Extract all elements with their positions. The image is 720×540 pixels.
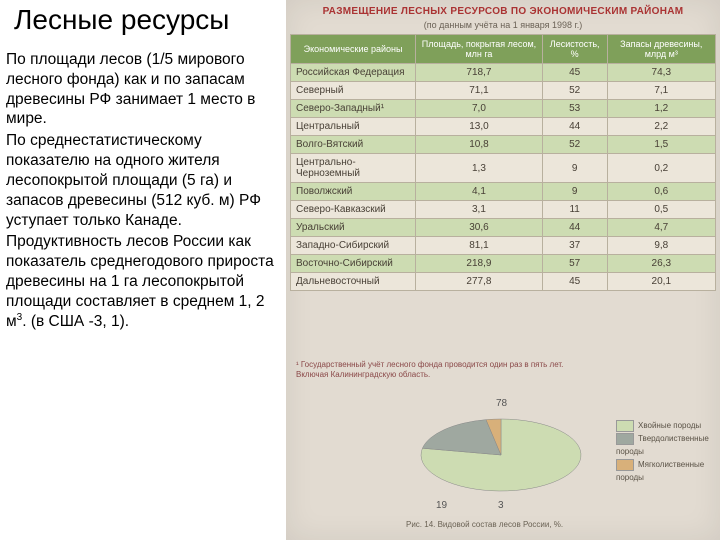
table-row: Поволжский4,190,6 xyxy=(291,183,716,201)
table-cell: Западно-Сибирский xyxy=(291,237,416,255)
table-row: Северо-Западный¹7,0531,2 xyxy=(291,100,716,118)
table-row: Дальневосточный277,84520,1 xyxy=(291,273,716,291)
pie-label-19: 19 xyxy=(436,500,447,511)
table-cell: 1,5 xyxy=(607,136,715,154)
table-cell: Российская Федерация xyxy=(291,64,416,82)
table-header-row: Экономические районы Площадь, покрытая л… xyxy=(291,35,716,64)
table-cell: 44 xyxy=(542,219,607,237)
table-cell: 81,1 xyxy=(416,237,543,255)
pie-chart: 78 19 3 xyxy=(406,400,596,520)
table-cell: 53 xyxy=(542,100,607,118)
legend-swatch xyxy=(616,420,634,432)
table-cell: 52 xyxy=(542,82,607,100)
legend-item: Твердолиственные породы xyxy=(616,433,720,459)
scanned-page: РАЗМЕЩЕНИЕ ЛЕСНЫХ РЕСУРСОВ ПО ЭКОНОМИЧЕС… xyxy=(286,0,720,540)
table-cell: 3,1 xyxy=(416,201,543,219)
p3-text-b: . (в США -3, 1). xyxy=(22,313,129,330)
table-cell: 277,8 xyxy=(416,273,543,291)
table-cell: 7,0 xyxy=(416,100,543,118)
legend-swatch xyxy=(616,433,634,445)
table-cell: 11 xyxy=(542,201,607,219)
table-row: Волго-Вятский10,8521,5 xyxy=(291,136,716,154)
legend-swatch xyxy=(616,459,634,471)
th-reserves: Запасы древесины, млрд м³ xyxy=(607,35,715,64)
table-row: Центрально-Черноземный1,390,2 xyxy=(291,154,716,183)
pie-caption: Рис. 14. Видовой состав лесов России, %. xyxy=(406,520,563,529)
table-cell: Восточно-Сибирский xyxy=(291,255,416,273)
paragraph-3: Продуктивность лесов России как показате… xyxy=(6,232,286,331)
legend-item: Мягколиственные породы xyxy=(616,459,720,485)
table-cell: 20,1 xyxy=(607,273,715,291)
table-footnote: ¹ Государственный учёт лесного фонда про… xyxy=(296,360,706,379)
th-region: Экономические районы xyxy=(291,35,416,64)
table-cell: 1,3 xyxy=(416,154,543,183)
table-cell: 30,6 xyxy=(416,219,543,237)
table-cell: 37 xyxy=(542,237,607,255)
table-cell: 45 xyxy=(542,64,607,82)
pie-label-3: 3 xyxy=(498,500,504,511)
table-row: Уральский30,6444,7 xyxy=(291,219,716,237)
paragraph-2: По среднестатистическому показателю на о… xyxy=(6,131,286,230)
table-row: Северный71,1527,1 xyxy=(291,82,716,100)
table-cell: 0,5 xyxy=(607,201,715,219)
table-title: РАЗМЕЩЕНИЕ ЛЕСНЫХ РЕСУРСОВ ПО ЭКОНОМИЧЕС… xyxy=(286,6,720,17)
table-cell: 0,6 xyxy=(607,183,715,201)
body-text: По площади лесов (1/5 мирового лесного ф… xyxy=(6,50,286,334)
pie-legend: Хвойные породы Твердолиственные породыМяг… xyxy=(616,420,720,484)
table-cell: Уральский xyxy=(291,219,416,237)
table-cell: 52 xyxy=(542,136,607,154)
pie-label-78: 78 xyxy=(496,398,507,409)
resources-table: Экономические районы Площадь, покрытая л… xyxy=(290,34,716,291)
table-cell: Поволжский xyxy=(291,183,416,201)
table-cell: 9 xyxy=(542,154,607,183)
table-cell: 1,2 xyxy=(607,100,715,118)
table-cell: Дальневосточный xyxy=(291,273,416,291)
table-cell: Центрально-Черноземный xyxy=(291,154,416,183)
table-cell: 7,1 xyxy=(607,82,715,100)
slide: Лесные ресурсы По площади лесов (1/5 мир… xyxy=(0,0,720,540)
table-cell: 9 xyxy=(542,183,607,201)
table-cell: 10,8 xyxy=(416,136,543,154)
table-cell: 44 xyxy=(542,118,607,136)
th-area: Площадь, покрытая лесом, млн га xyxy=(416,35,543,64)
table-cell: 2,2 xyxy=(607,118,715,136)
table-cell: 718,7 xyxy=(416,64,543,82)
table-cell: 4,7 xyxy=(607,219,715,237)
table-cell: 57 xyxy=(542,255,607,273)
table-cell: 218,9 xyxy=(416,255,543,273)
table-cell: 4,1 xyxy=(416,183,543,201)
table-cell: Волго-Вятский xyxy=(291,136,416,154)
table-cell: 0,2 xyxy=(607,154,715,183)
table-cell: 74,3 xyxy=(607,64,715,82)
legend-label: Хвойные породы xyxy=(638,421,701,430)
table-cell: Северо-Западный¹ xyxy=(291,100,416,118)
table-cell: Центральный xyxy=(291,118,416,136)
table-row: Центральный13,0442,2 xyxy=(291,118,716,136)
table-cell: 45 xyxy=(542,273,607,291)
paragraph-1: По площади лесов (1/5 мирового лесного ф… xyxy=(6,50,286,129)
table-cell: Северо-Кавказский xyxy=(291,201,416,219)
table-cell: 13,0 xyxy=(416,118,543,136)
table-row: Восточно-Сибирский218,95726,3 xyxy=(291,255,716,273)
table-row: Западно-Сибирский81,1379,8 xyxy=(291,237,716,255)
table-row: Российская Федерация718,74574,3 xyxy=(291,64,716,82)
th-forest: Лесистость, % xyxy=(542,35,607,64)
slide-title: Лесные ресурсы xyxy=(14,4,229,36)
table-cell: 71,1 xyxy=(416,82,543,100)
table-subtitle: (по данным учёта на 1 января 1998 г.) xyxy=(286,20,720,30)
table-cell: 9,8 xyxy=(607,237,715,255)
table-cell: Северный xyxy=(291,82,416,100)
table-row: Северо-Кавказский3,1110,5 xyxy=(291,201,716,219)
legend-item: Хвойные породы xyxy=(616,420,720,433)
table-cell: 26,3 xyxy=(607,255,715,273)
